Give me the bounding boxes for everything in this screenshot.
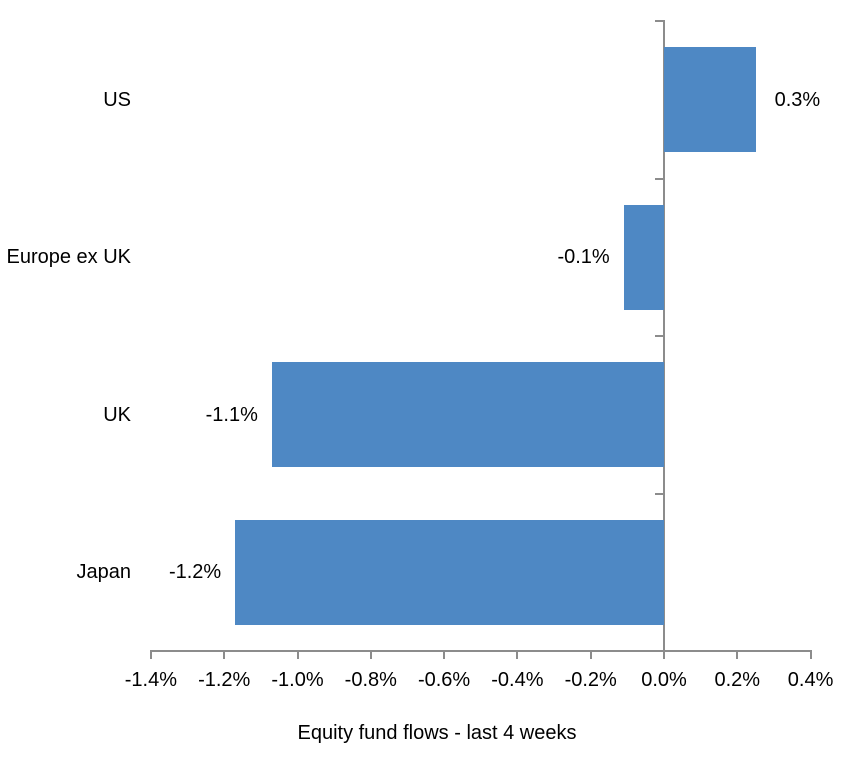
x-axis-tick	[369, 652, 372, 659]
bar	[235, 519, 664, 625]
legend: Equity fund flows - last 4 weeks	[0, 718, 852, 748]
x-tick-label: -0.2%	[564, 669, 617, 691]
y-axis-tick	[655, 650, 663, 652]
x-tick-label: -0.6%	[417, 669, 471, 691]
x-axis-tick	[516, 652, 519, 659]
bar	[664, 47, 756, 153]
x-axis-tick	[296, 652, 299, 659]
x-axis-tick	[589, 652, 592, 659]
x-tick-label: 0.2%	[714, 669, 761, 691]
data-label: -1.1%	[205, 403, 258, 426]
x-tick-label: 0.0%	[641, 669, 687, 691]
legend-swatch	[275, 726, 290, 741]
x-axis-tick	[809, 652, 812, 659]
x-axis-tick	[736, 652, 739, 659]
x-axis-tick	[663, 652, 665, 659]
y-axis-line	[663, 20, 665, 651]
category-label: Europe ex UK	[6, 246, 131, 269]
x-tick-label: -1.4%	[124, 669, 178, 691]
x-axis-tick	[443, 652, 446, 659]
data-label: -0.1%	[557, 246, 610, 269]
bar	[271, 362, 664, 468]
y-axis-tick	[655, 177, 663, 180]
category-label: UK	[103, 403, 131, 426]
x-tick-label: -0.4%	[491, 669, 544, 691]
x-tick-label: -1.2%	[198, 669, 251, 691]
data-label: -1.2%	[168, 561, 222, 584]
legend-label: Equity fund flows - last 4 weeks	[297, 722, 577, 744]
x-tick-label: 0.4%	[787, 669, 834, 691]
x-tick-label: -1.0%	[271, 669, 324, 691]
category-label: US	[103, 88, 131, 111]
bar	[623, 204, 664, 310]
x-tick-label: -0.8%	[344, 669, 397, 691]
x-axis-line	[149, 650, 812, 652]
x-axis-tick	[223, 652, 226, 659]
y-axis-tick	[655, 20, 663, 22]
x-axis-tick	[149, 652, 152, 659]
y-axis-tick	[655, 335, 663, 337]
data-label: 0.3%	[774, 88, 821, 111]
category-label: Japan	[76, 561, 132, 584]
y-axis-tick	[655, 492, 663, 495]
